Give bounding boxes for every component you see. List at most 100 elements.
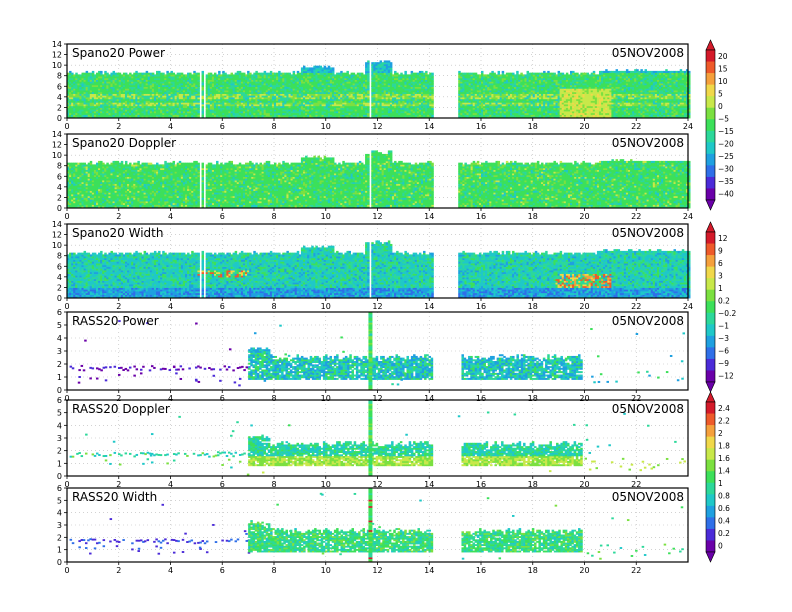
panel-date: 05NOV2008 — [612, 314, 684, 328]
x-tick-label: 12 — [372, 302, 382, 311]
colorbar-segment — [706, 506, 715, 518]
heatmap-cells — [67, 240, 690, 298]
x-tick-label: 6 — [220, 566, 225, 575]
colorbar-bottom-arrow — [706, 200, 715, 210]
y-tick-label: 4 — [57, 93, 62, 102]
x-tick-label: 14 — [424, 302, 434, 311]
y-tick-label: 4 — [57, 509, 62, 518]
x-tick-label: 10 — [321, 302, 331, 311]
panel-title: RASS20 Doppler — [72, 402, 170, 416]
colorbar-segment — [706, 494, 715, 506]
x-tick-label: 20 — [579, 566, 589, 575]
y-tick-label: 4 — [57, 421, 62, 430]
y-tick-label: 10 — [52, 241, 62, 250]
colorbar-tick-label: −12 — [718, 371, 734, 380]
colorbar-segment — [706, 301, 715, 313]
x-tick-label: 8 — [271, 302, 276, 311]
y-tick-label: 3 — [57, 521, 62, 530]
x-tick-label: 12 — [372, 566, 382, 575]
colorbar-segment — [706, 437, 715, 449]
colorbar-tick-label: 0.8 — [718, 491, 730, 500]
colorbar-tick-label: 12 — [718, 234, 728, 243]
y-tick-label: 2 — [57, 360, 62, 369]
colorbar-segment — [706, 278, 715, 290]
colorbar-segment — [706, 165, 715, 177]
colorbar-tick-label: −25 — [718, 152, 734, 161]
colorbar-tick-label: 0 — [718, 102, 723, 111]
x-tick-label: 0 — [64, 212, 69, 221]
y-tick-label: 8 — [57, 252, 62, 261]
colorbar-segment — [706, 313, 715, 325]
y-tick-label: 1 — [57, 459, 62, 468]
y-tick-label: 0 — [57, 472, 62, 481]
x-tick-label: 6 — [220, 122, 225, 131]
x-tick-label: 18 — [528, 122, 538, 131]
colorbar-tick-label: −40 — [718, 189, 734, 198]
x-tick-label: 18 — [528, 212, 538, 221]
y-tick-label: 3 — [57, 434, 62, 443]
y-tick-label: 6 — [57, 396, 62, 405]
colorbar-tick-label: 9 — [718, 246, 723, 255]
x-tick-label: 4 — [168, 566, 173, 575]
y-tick-label: 2 — [57, 447, 62, 456]
colorbar-segment — [706, 359, 715, 371]
y-tick-label: 5 — [57, 409, 62, 418]
colorbar-segment — [706, 73, 715, 85]
x-tick-label: 0 — [64, 122, 69, 131]
x-tick-label: 6 — [220, 394, 225, 403]
x-tick-label: 14 — [424, 566, 434, 575]
colorbar-segment — [706, 290, 715, 302]
y-tick-label: 0 — [57, 386, 62, 395]
x-tick-label: 10 — [321, 566, 331, 575]
colorbar-segment — [706, 142, 715, 154]
panel-title: RASS20 Width — [72, 490, 157, 504]
heatmap-cells — [67, 60, 690, 118]
colorbar-segment — [706, 425, 715, 437]
x-tick-label: 16 — [476, 302, 486, 311]
y-tick-label: 4 — [57, 334, 62, 343]
colorbar-tick-label: −1 — [718, 321, 729, 330]
colorbar-segment — [706, 402, 715, 414]
x-tick-label: 18 — [528, 566, 538, 575]
colorbar-tick-label: 2 — [718, 429, 723, 438]
x-tick-label: 8 — [271, 566, 276, 575]
x-tick-label: 0 — [64, 302, 69, 311]
colorbar-segment — [706, 188, 715, 200]
colorbar-tick-label: 1 — [718, 284, 723, 293]
y-tick-label: 12 — [52, 141, 62, 150]
colorbar-tick-label: 1.6 — [718, 454, 730, 463]
x-tick-label: 22 — [631, 566, 641, 575]
colorbar-tick-label: 10 — [718, 77, 728, 86]
colorbar-segment — [706, 232, 715, 244]
y-tick-label: 10 — [52, 151, 62, 160]
colorbar-tick-label: 0.2 — [718, 529, 730, 538]
x-tick-label: 6 — [220, 212, 225, 221]
y-tick-label: 0 — [57, 294, 62, 303]
colorbar-segment — [706, 267, 715, 279]
x-tick-label: 8 — [271, 212, 276, 221]
y-tick-label: 5 — [57, 496, 62, 505]
colorbar-tick-label: 0.2 — [718, 296, 730, 305]
colorbar-top-arrow — [706, 40, 715, 50]
panel-date: 05NOV2008 — [612, 490, 684, 504]
y-tick-label: 12 — [52, 231, 62, 240]
y-tick-label: 4 — [57, 183, 62, 192]
colorbar-tick-label: −20 — [718, 139, 734, 148]
x-tick-label: 24 — [683, 122, 693, 131]
colorbar-tick-label: 20 — [718, 52, 728, 61]
colorbar-segment — [706, 255, 715, 267]
x-tick-label: 22 — [631, 122, 641, 131]
colorbar-tick-label: 2.4 — [718, 404, 730, 413]
colorbar-tick-label: 1.8 — [718, 441, 730, 450]
y-tick-label: 14 — [52, 130, 62, 139]
y-tick-label: 12 — [52, 51, 62, 60]
y-tick-label: 3 — [57, 347, 62, 356]
colorbar-segment — [706, 414, 715, 426]
colorbar-tick-label: 5 — [718, 89, 723, 98]
heatmap-cells — [70, 312, 685, 390]
